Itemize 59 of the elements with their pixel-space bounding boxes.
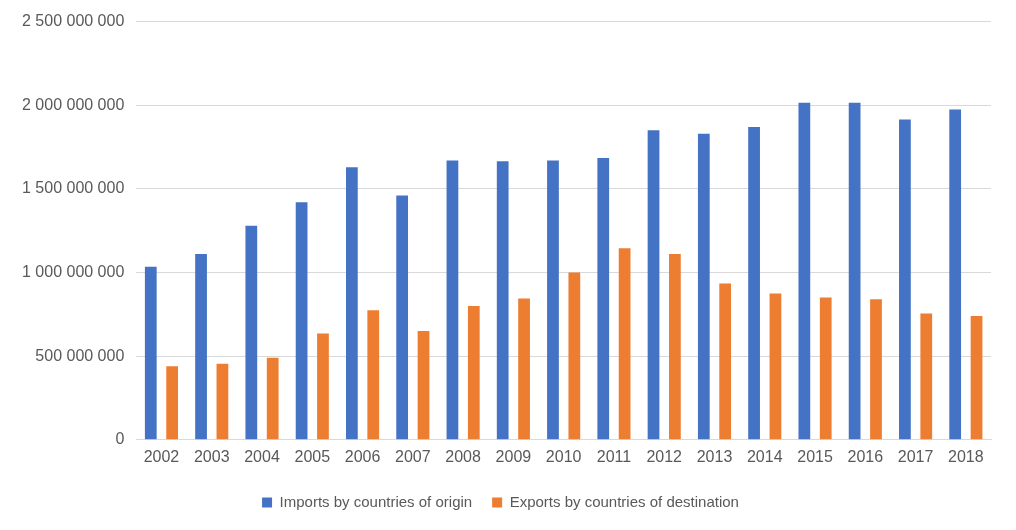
bar	[769, 293, 782, 440]
y-tick-label: 2 000 000 000	[21, 95, 125, 113]
bar	[920, 313, 933, 440]
x-tick-label: 2009	[495, 447, 532, 465]
y-tick-label: 2 500 000 000	[21, 12, 125, 30]
y-tick-label: 1 500 000 000	[21, 179, 125, 197]
x-tick-label: 2010	[545, 447, 582, 465]
x-tick-label: 2012	[646, 447, 683, 465]
bar	[748, 126, 760, 440]
x-tick-label: 2003	[193, 447, 230, 465]
bar	[216, 363, 229, 440]
bar	[396, 195, 409, 440]
x-tick-label: 2013	[696, 447, 733, 465]
bar	[597, 157, 610, 440]
x-tick-label: 2007	[395, 447, 431, 465]
bar	[166, 366, 179, 440]
x-tick-label: 2004	[244, 447, 280, 465]
legend-label: Imports by countries of origin	[279, 492, 473, 510]
bar	[719, 283, 732, 440]
bar	[669, 254, 681, 440]
bar	[446, 160, 459, 440]
bar	[346, 167, 358, 440]
x-tick-label: 2002	[143, 447, 180, 465]
bar	[618, 248, 631, 440]
bar	[367, 310, 380, 440]
x-tick-label: 2008	[445, 447, 482, 465]
bar	[195, 254, 207, 440]
bar	[798, 102, 811, 440]
x-tick-label: 2018	[948, 447, 984, 465]
bar	[317, 333, 329, 440]
bar	[697, 133, 710, 440]
x-tick-label: 2014	[746, 447, 783, 465]
bar	[518, 298, 530, 440]
bar	[899, 119, 911, 440]
bar	[417, 331, 430, 440]
bar	[467, 305, 480, 440]
x-tick-label: 2006	[344, 447, 381, 465]
bar	[266, 357, 279, 440]
bar	[547, 160, 559, 440]
bar	[819, 297, 832, 440]
bar	[568, 272, 581, 440]
legend-label: Exports by countries of destination	[509, 492, 739, 510]
y-tick-label: 500 000 000	[35, 346, 125, 364]
bar	[949, 109, 962, 440]
bar	[848, 102, 861, 440]
x-tick-label: 2005	[294, 447, 331, 465]
bar	[144, 266, 157, 440]
bar	[496, 161, 509, 440]
x-tick-label: 2016	[847, 447, 884, 465]
y-tick-label: 0	[115, 430, 125, 448]
bar	[970, 316, 983, 440]
bar	[295, 202, 308, 440]
bar	[245, 225, 258, 440]
x-tick-label: 2017	[897, 447, 934, 465]
bar	[647, 130, 660, 440]
x-tick-label: 2011	[596, 447, 632, 465]
bar	[870, 299, 882, 440]
y-tick-label: 1 000 000 000	[21, 262, 125, 280]
x-tick-label: 2015	[797, 447, 833, 465]
